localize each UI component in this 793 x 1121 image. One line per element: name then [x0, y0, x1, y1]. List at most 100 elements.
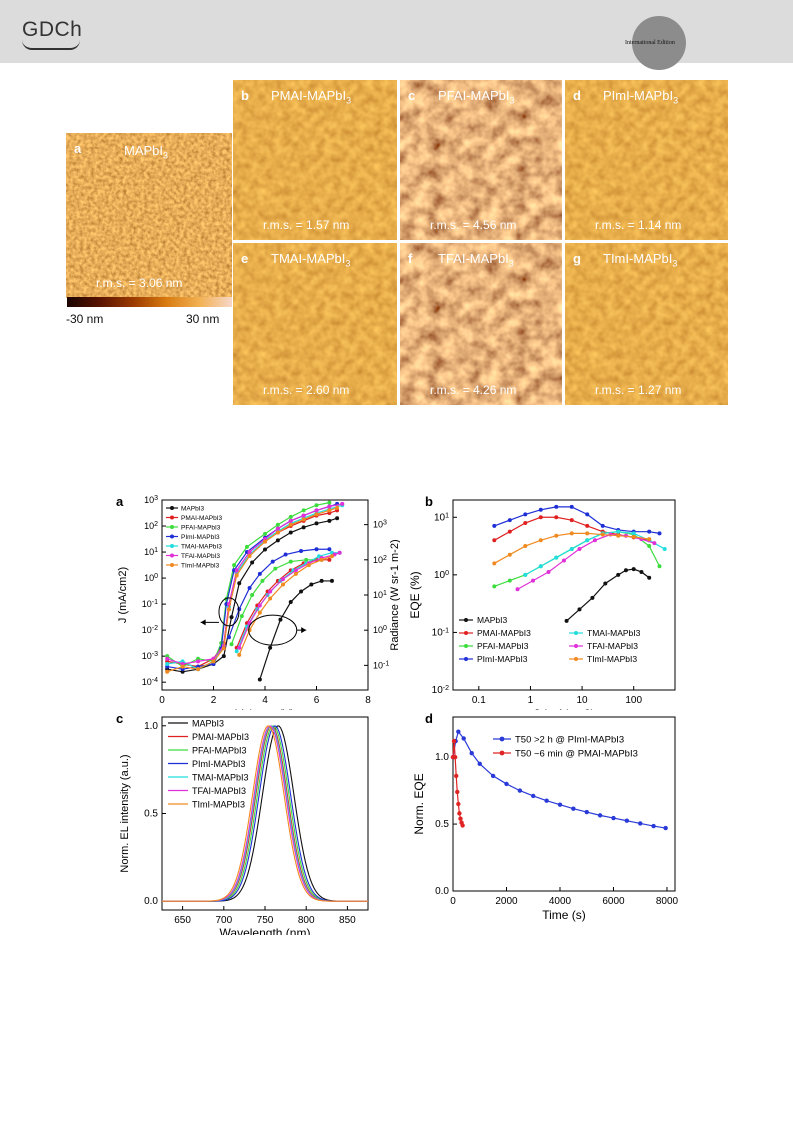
x-tick-label: 650	[174, 915, 191, 926]
afm-title-text: PMAI-MAPbI	[271, 88, 347, 103]
afm-topography-image	[400, 80, 562, 240]
x-tick-label: 800	[298, 915, 315, 926]
series-point	[600, 532, 605, 537]
current-point	[314, 521, 319, 526]
afm-title-text: TFAI-MAPbI	[438, 251, 509, 266]
publisher-logo: GDCh	[22, 18, 83, 41]
y-tick-label: 10-1	[432, 627, 449, 639]
radiance-point	[309, 582, 314, 587]
legend-marker	[574, 644, 578, 648]
legend-marker	[170, 525, 174, 529]
series-point	[647, 575, 652, 580]
current-point	[247, 550, 252, 555]
y-tick-label: 10-2	[432, 685, 449, 697]
y-tick-label: 100	[144, 573, 158, 584]
current-point	[250, 560, 255, 565]
current-point	[221, 646, 226, 651]
series-point	[611, 815, 616, 821]
current-point	[314, 503, 319, 508]
current-point	[226, 607, 231, 612]
y2-tick-label: 100	[373, 625, 387, 636]
legend-label: MAPbI3	[477, 615, 508, 625]
radiance-point	[237, 652, 242, 657]
current-point	[301, 513, 306, 518]
series-line	[566, 568, 650, 622]
y-tick-label: 10-1	[142, 599, 158, 610]
radiance-point	[260, 578, 265, 583]
series-point	[517, 788, 523, 793]
series-point	[657, 564, 662, 569]
series-point	[460, 823, 465, 828]
legend-label: PImI-MAPbI3	[477, 654, 528, 664]
current-line	[166, 507, 338, 673]
series-point	[523, 512, 528, 517]
series-point	[490, 773, 496, 779]
current-point	[247, 553, 252, 558]
series-point	[507, 578, 512, 583]
current-point	[275, 538, 280, 543]
radiance-point	[306, 563, 311, 568]
y-tick-label: 103	[144, 495, 158, 506]
current-point	[165, 656, 170, 661]
y-tick-label: 1.0	[435, 752, 449, 763]
series-point	[590, 595, 595, 600]
series-point	[603, 581, 608, 586]
afm-rms-value: r.m.s. = 4.26 nm	[430, 383, 517, 397]
afm-panel-c: c PFAI-MAPbI3 r.m.s. = 4.56 nm	[400, 80, 562, 240]
series-point	[616, 533, 621, 538]
legend-marker	[170, 515, 174, 520]
legend-label: TFAI-MAPbI3	[181, 553, 220, 560]
legend-label: PMAI-MAPbI3	[477, 628, 531, 638]
radiance-point	[327, 547, 332, 552]
current-point	[165, 669, 170, 674]
series-point	[538, 538, 543, 543]
legend-label: PMAI-MAPbI3	[192, 732, 249, 742]
y-tick-label: 0.0	[435, 886, 449, 897]
x-tick-label: 0	[159, 695, 165, 706]
series-point	[577, 546, 582, 551]
current-point	[275, 522, 280, 527]
afm-panel-e: e TMAI-MAPbI3 r.m.s. = 2.60 nm	[233, 243, 397, 405]
series-point	[639, 569, 644, 574]
afm-panel-title: MAPbI3	[124, 143, 168, 161]
current-point	[263, 539, 267, 544]
legend-marker	[464, 618, 468, 622]
colorbar-max-label: 30 nm	[186, 312, 220, 326]
legend-label: PMAI-MAPbI3	[181, 515, 223, 522]
series-point	[657, 531, 662, 536]
x-tick-label: 2000	[495, 896, 518, 907]
series-point	[651, 823, 656, 829]
legend-label: PImI-MAPbI3	[181, 534, 220, 541]
radiance-point	[250, 593, 255, 597]
series-line	[452, 730, 666, 829]
series-point	[585, 523, 590, 528]
series-point	[456, 729, 461, 734]
series-line	[524, 531, 665, 576]
current-point	[237, 581, 242, 586]
afm-panel-letter: a	[74, 141, 82, 156]
y-tick-label: 0.5	[435, 819, 449, 830]
legend-marker	[499, 750, 505, 756]
afm-title-text: PImI-MAPbI	[603, 88, 674, 103]
afm-rms-value: r.m.s. = 1.27 nm	[595, 383, 682, 397]
radiance-line	[230, 559, 322, 645]
radiance-point	[237, 645, 242, 650]
afm-title-sub: 3	[673, 95, 679, 106]
radiance-line	[238, 552, 340, 649]
legend-marker	[464, 657, 468, 661]
y2-tick-label: 101	[373, 590, 387, 601]
x-tick-label: 6000	[602, 896, 625, 907]
legend-marker	[170, 553, 174, 558]
radiance-point	[226, 635, 231, 640]
series-point	[538, 515, 543, 520]
radiance-point	[257, 571, 262, 576]
current-point	[221, 654, 226, 659]
x-tick-label: 850	[339, 915, 356, 926]
legend-label: T50 >2 h @ PImI-MAPbI3	[515, 735, 624, 746]
chart-stability: 0 2000 4000 6000 8000 0.0 0.5 1.0 Time (s) Norm. …	[412, 711, 679, 922]
x-axis-label: Wavelength (nm)	[220, 926, 311, 935]
series-point	[557, 802, 563, 807]
legend-marker	[170, 506, 174, 510]
radiance-point	[229, 642, 234, 647]
y-tick-label: 1.0	[144, 721, 158, 732]
